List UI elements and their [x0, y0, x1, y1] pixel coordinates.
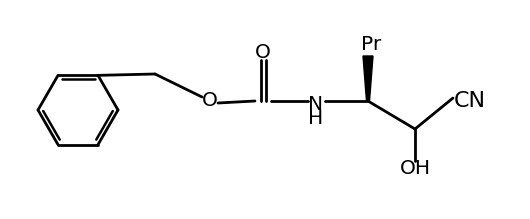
Text: CN: CN [454, 91, 486, 111]
Text: H: H [308, 108, 324, 127]
Text: N: N [308, 95, 323, 113]
Text: OH: OH [400, 159, 430, 178]
Text: O: O [202, 92, 218, 111]
Text: O: O [255, 42, 271, 62]
Polygon shape [363, 56, 373, 101]
Text: Pr: Pr [361, 35, 381, 53]
